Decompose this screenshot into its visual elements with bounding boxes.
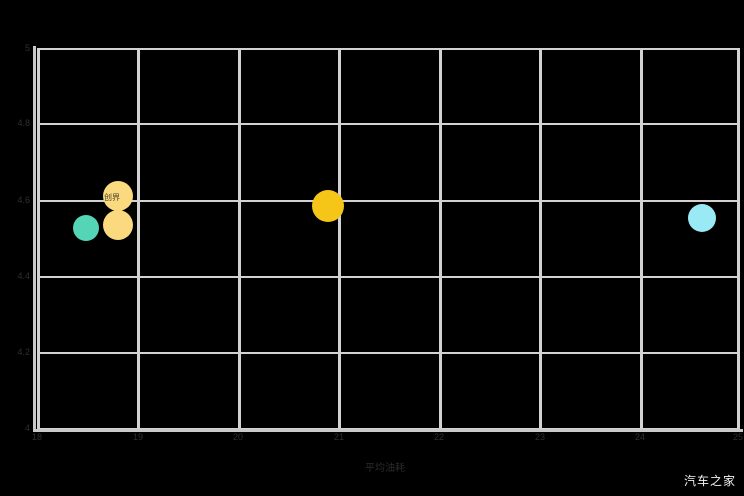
data-point-0[interactable]	[73, 215, 99, 241]
plot-area	[37, 48, 740, 430]
y-tick-label-5: 4	[24, 423, 30, 433]
data-point-1[interactable]	[103, 181, 133, 211]
y-tick-label-2: 4.6	[17, 195, 30, 205]
gridline-x-25	[737, 48, 740, 430]
gridline-x-21	[338, 48, 341, 430]
gridline-x-18	[37, 48, 40, 430]
x-tick-label-2: 20	[232, 432, 243, 442]
data-point-label-1: 创界	[104, 193, 120, 202]
gridline-y-4.4	[37, 276, 740, 278]
x-tick-label-4: 22	[433, 432, 444, 442]
data-point-4[interactable]	[688, 204, 716, 232]
watermark: 汽车之家	[683, 474, 736, 488]
x-axis-line	[33, 429, 743, 432]
gridline-y-5	[37, 48, 740, 50]
x-tick-label-6: 24	[634, 432, 645, 442]
x-tick-label-7: 25	[732, 432, 743, 442]
gridline-x-22	[439, 48, 442, 430]
x-tick-label-1: 19	[132, 432, 143, 442]
gridline-x-20	[238, 48, 241, 430]
gridline-x-24	[640, 48, 643, 430]
x-tick-label-3: 21	[333, 432, 344, 442]
gridline-y-4.8	[37, 123, 740, 125]
gridline-x-23	[539, 48, 542, 430]
y-tick-label-0: 5	[24, 43, 30, 53]
y-axis-line	[33, 46, 36, 432]
y-tick-label-1: 4.8	[17, 118, 30, 128]
gridline-x-19	[137, 48, 140, 430]
gridline-y-4.2	[37, 352, 740, 354]
data-point-3[interactable]	[312, 190, 344, 222]
x-axis-title: 平均油耗	[365, 463, 405, 474]
y-tick-label-4: 4.2	[17, 347, 30, 357]
x-tick-label-0: 18	[31, 432, 42, 442]
gridline-y-4.6	[37, 200, 740, 202]
x-tick-label-5: 23	[534, 432, 545, 442]
y-tick-label-3: 4.4	[17, 271, 30, 281]
data-point-2[interactable]	[103, 210, 133, 240]
